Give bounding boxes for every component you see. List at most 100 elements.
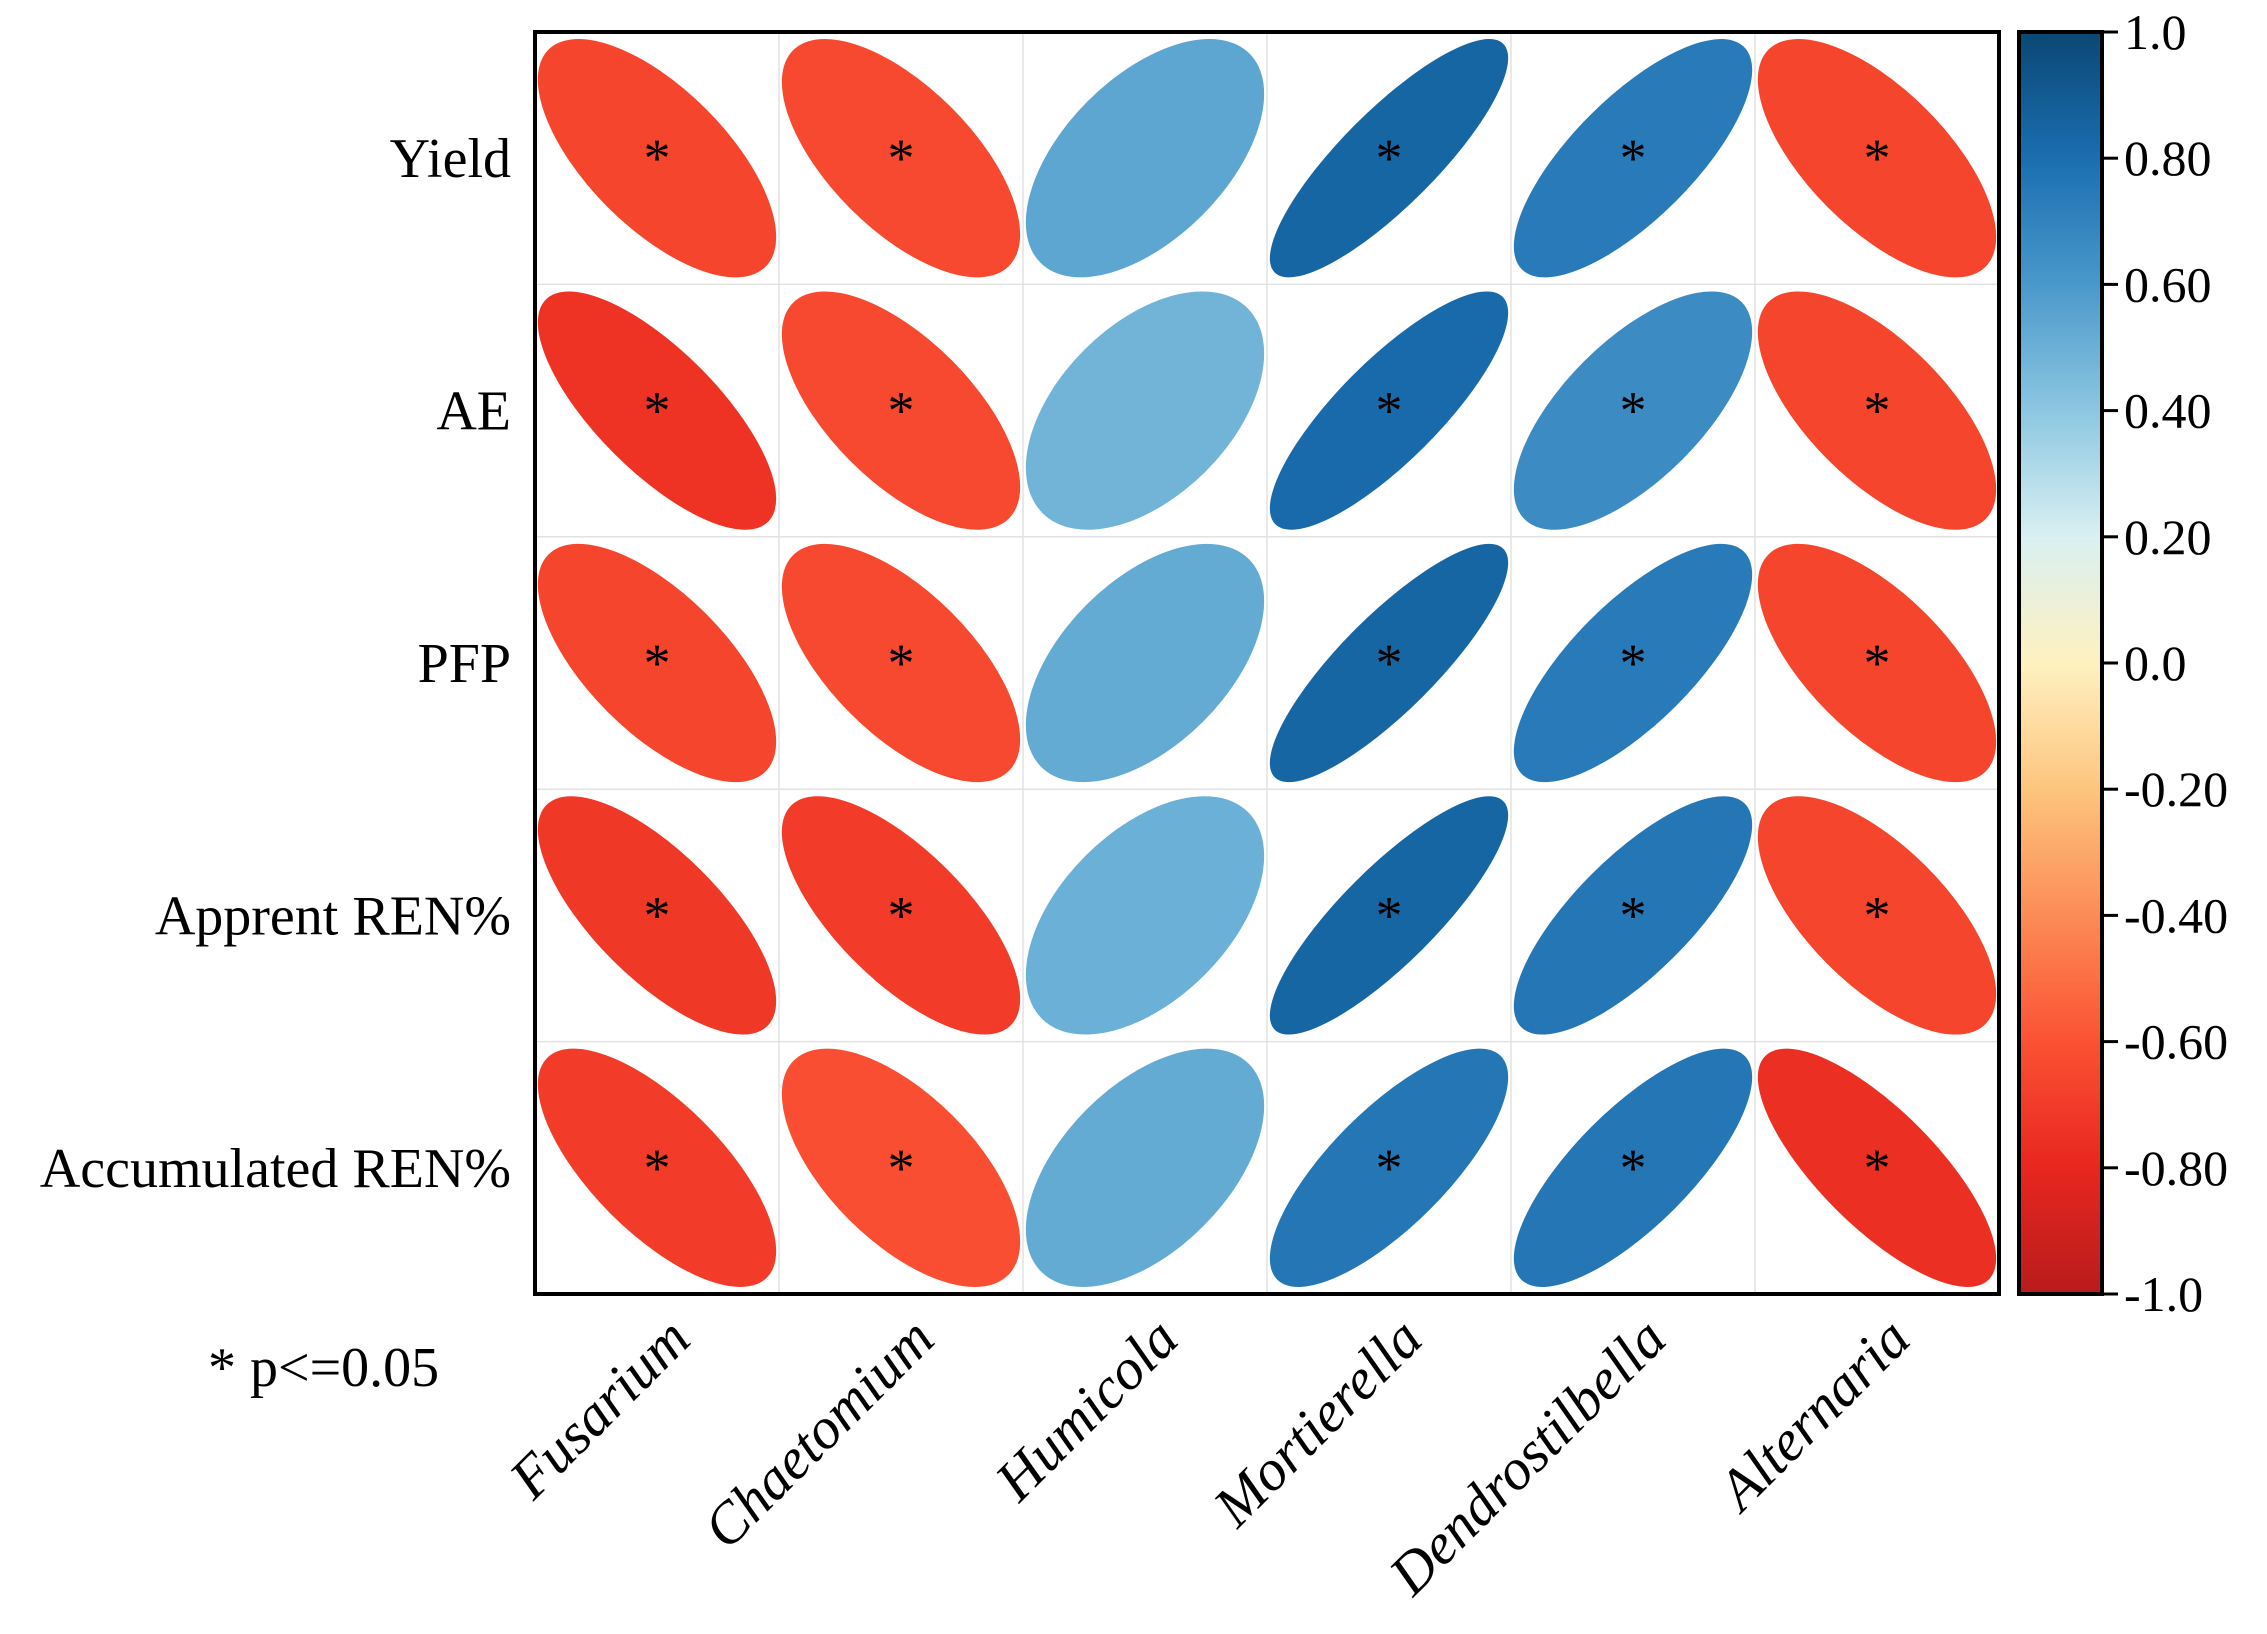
correlation-cell: * (1757, 291, 1997, 530)
plot-frame (533, 30, 2001, 1296)
correlation-ellipse (1269, 1048, 1509, 1287)
significance-star: * (644, 1138, 671, 1198)
significance-star: * (888, 381, 915, 441)
significance-star: * (644, 381, 671, 441)
correlation-cell: * (1269, 1048, 1509, 1287)
significance-star: * (1620, 128, 1647, 188)
row-label: Accumulated REN% (40, 1138, 511, 1200)
correlation-cell: * (1757, 796, 1997, 1035)
correlation-cell: * (1513, 1048, 1753, 1287)
significance-star: * (888, 1138, 915, 1198)
significance-star: * (644, 885, 671, 945)
significance-star: * (644, 633, 671, 693)
colorbar-tick-label: -0.20 (2124, 761, 2228, 817)
colorbar-tick-label: 0.80 (2124, 130, 2212, 186)
correlation-cell (1025, 291, 1265, 530)
significance-star: * (1620, 885, 1647, 945)
colorbar-tick-label: 0.20 (2124, 509, 2212, 565)
significance-star: * (888, 633, 915, 693)
row-label: Apprent REN% (155, 885, 511, 947)
correlation-ellipse (1513, 39, 1753, 278)
colorbar: 1.0 0.80 0.60 0.40 0.20 0.0 -0.20 -0.40 -0.60 -0.… (2017, 4, 2228, 1322)
correlation-cell: * (1513, 291, 1753, 530)
correlation-cell (1025, 39, 1265, 278)
column-label: Fusarium (496, 1305, 702, 1511)
correlation-cell: * (1757, 543, 1997, 783)
correlation-ellipse (1757, 796, 1997, 1035)
correlation-ellipse (1757, 39, 1997, 278)
colorbar-tick-label: -0.60 (2124, 1014, 2228, 1070)
correlation-ellipse (1513, 1048, 1753, 1287)
significance-star: * (1864, 381, 1891, 441)
significance-star: * (1620, 1138, 1647, 1198)
column-label: Humicola (982, 1305, 1190, 1513)
correlation-ellipse (1269, 543, 1509, 783)
correlation-ellipse (1025, 543, 1265, 783)
colorbar-tick-label: 1.0 (2124, 4, 2187, 60)
correlation-ellipse (537, 291, 777, 530)
correlation-cell: * (537, 796, 777, 1035)
colorbar-tick-label: 0.60 (2124, 256, 2212, 312)
significance-star: * (888, 885, 915, 945)
colorbar-gradient (2017, 30, 2104, 1296)
significance-star: * (1376, 1138, 1403, 1198)
correlation-cell: * (1757, 1048, 1997, 1287)
column-label: Alternaria (1703, 1305, 1923, 1525)
correlation-ellipse (1757, 1048, 1997, 1287)
colorbar-tick-label: -1.0 (2124, 1266, 2203, 1322)
correlation-ellipse (781, 39, 1021, 278)
correlation-ellipse (1025, 1048, 1265, 1287)
row-labels: Yield AE PFP Apprent REN% Accumulated REN% (40, 128, 511, 1200)
correlation-ellipse (1757, 543, 1997, 783)
correlation-ellipse (537, 543, 777, 783)
correlation-cell: * (1269, 796, 1509, 1035)
correlation-cell: * (1513, 796, 1753, 1035)
correlation-cell: * (781, 39, 1021, 278)
colorbar-tick-label: -0.80 (2124, 1140, 2228, 1196)
correlation-cell: * (537, 291, 777, 530)
correlation-ellipse (1513, 543, 1753, 783)
significance-star: * (1620, 633, 1647, 693)
correlation-cell: * (781, 543, 1021, 783)
significance-star: * (1376, 381, 1403, 441)
significance-star: * (644, 128, 671, 188)
column-label: Mortierella (1200, 1305, 1434, 1539)
correlation-ellipse (1269, 796, 1509, 1035)
correlation-cell: * (1269, 291, 1509, 530)
correlation-ellipse (537, 796, 777, 1035)
correlation-cell: * (781, 796, 1021, 1035)
significance-star: * (888, 128, 915, 188)
row-label: Yield (390, 128, 511, 190)
correlation-cell (1025, 1048, 1265, 1287)
correlation-ellipse (781, 543, 1021, 783)
correlation-cells: * * * * * * * * * * * * * * * * * * * * * * * * * (537, 39, 1997, 1287)
colorbar-tick-label: -0.40 (2124, 887, 2228, 943)
correlation-ellipse (1025, 291, 1265, 530)
correlation-cell: * (1269, 543, 1509, 783)
correlation-ellipse (781, 796, 1021, 1035)
colorbar-tick-label: 0.0 (2124, 635, 2187, 691)
correlation-cell: * (1513, 39, 1753, 278)
significance-star: * (1864, 633, 1891, 693)
correlation-cell: * (1269, 39, 1509, 278)
correlation-cell: * (537, 39, 777, 278)
correlation-ellipse (1269, 39, 1509, 278)
correlation-ellipse (1025, 796, 1265, 1035)
significance-star: * (1376, 885, 1403, 945)
correlation-ellipse (1757, 291, 1997, 530)
correlation-ellipse (537, 1048, 777, 1287)
significance-star: * (1620, 381, 1647, 441)
column-label: Chaetomium (691, 1305, 947, 1561)
correlation-ellipse (1513, 796, 1753, 1035)
row-label: AE (436, 381, 511, 443)
significance-star: * (1376, 633, 1403, 693)
correlation-cell (1025, 796, 1265, 1035)
correlation-cell: * (781, 291, 1021, 530)
correlation-cell: * (781, 1048, 1021, 1287)
significance-star: * (1864, 128, 1891, 188)
correlation-cell: * (1513, 543, 1753, 783)
correlation-cell: * (1757, 39, 1997, 278)
correlation-ellipse (781, 291, 1021, 530)
